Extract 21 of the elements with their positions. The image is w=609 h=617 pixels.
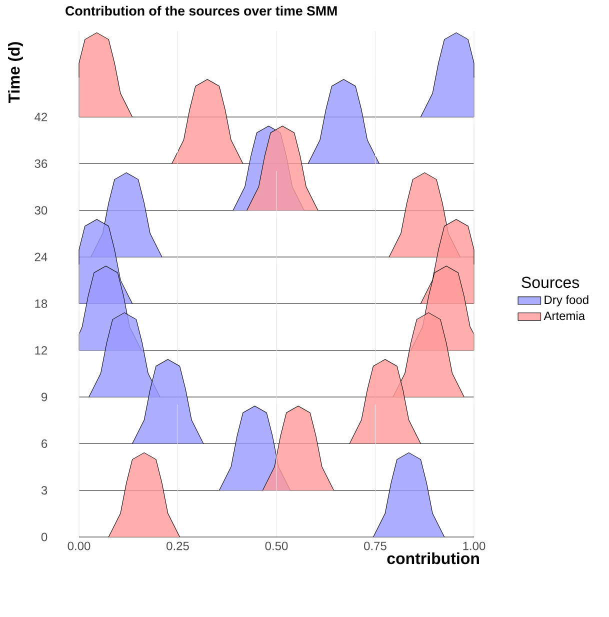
- x-tick-label: 0.00: [68, 542, 90, 550]
- y-axis-title: 9: [42, 392, 48, 402]
- y-axis-title: 24: [34, 252, 48, 262]
- x-tick-label: 0.75: [364, 542, 386, 550]
- x-tick-label: 0.50: [265, 542, 288, 550]
- x-tick-label: 1.00: [463, 542, 486, 550]
- legend-title: Sources: [522, 276, 580, 288]
- y-axis-title: 12: [35, 346, 48, 355]
- y-axis-title: 36: [34, 159, 48, 168]
- x-tick-label: 0.25: [166, 542, 189, 550]
- x-axis-title: contribution: [387, 552, 479, 564]
- y-axis-title: 0: [41, 532, 48, 542]
- y-axis-title: 3: [41, 486, 48, 495]
- text: Time (d): [8, 42, 23, 104]
- legend-label: Dry food: [544, 295, 588, 306]
- y-axis-title: 30: [34, 206, 48, 215]
- chart-title: Contribution of the sources over time SMM: [66, 6, 337, 16]
- y-axis-title: 6: [42, 439, 48, 448]
- y-axis-title: 42: [34, 112, 48, 122]
- y-axis-title: 18: [35, 299, 48, 308]
- legend-label: Artemia: [544, 311, 586, 320]
